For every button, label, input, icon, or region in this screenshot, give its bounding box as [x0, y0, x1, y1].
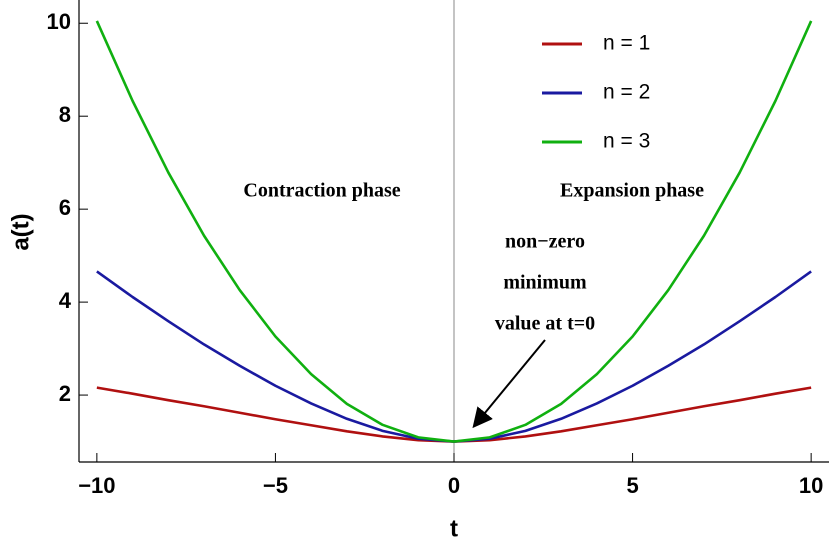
annotation: Expansion phase — [560, 180, 704, 202]
annotation: minimum — [503, 272, 587, 294]
arrow — [472, 339, 546, 429]
x-tick-label: −10 — [78, 473, 115, 498]
legend-label: n = 1 — [603, 32, 650, 55]
y-tick-label: 6 — [59, 195, 71, 220]
annotation: non−zero — [505, 231, 585, 253]
series-line — [95, 20, 813, 443]
y-axis-label: a(t) — [7, 213, 34, 250]
x-tick-label: −5 — [263, 473, 288, 498]
x-tick-label: 10 — [799, 473, 823, 498]
y-tick-label: 4 — [59, 288, 72, 313]
x-axis-label: t — [450, 515, 458, 542]
x-tick-label: 0 — [448, 473, 460, 498]
annotation: Contraction phase — [243, 180, 400, 202]
y-tick-label: 10 — [47, 9, 71, 34]
y-tick-label: 2 — [59, 381, 71, 406]
legend-label: n = 2 — [603, 81, 650, 104]
y-tick-label: 8 — [59, 102, 71, 127]
legend-label: n = 3 — [603, 130, 650, 153]
x-tick-label: 5 — [626, 473, 638, 498]
annotation: value at t=0 — [495, 313, 595, 335]
